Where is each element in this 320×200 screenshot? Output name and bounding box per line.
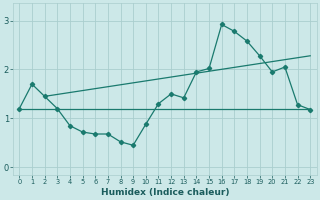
- X-axis label: Humidex (Indice chaleur): Humidex (Indice chaleur): [100, 188, 229, 197]
